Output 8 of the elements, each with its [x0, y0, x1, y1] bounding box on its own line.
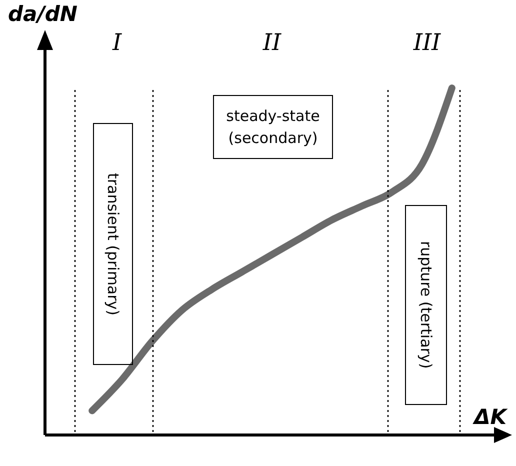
annotation: steady-state (secondary): [213, 95, 333, 159]
x-axis-title: ΔK: [474, 405, 507, 429]
annotation: rupture (tertiary): [405, 205, 447, 405]
y-axis-title: da/dN: [8, 2, 78, 26]
text: I: [111, 30, 123, 56]
text: III: [412, 30, 442, 56]
text: II: [262, 30, 282, 56]
annotation: transient (primary): [93, 123, 133, 365]
